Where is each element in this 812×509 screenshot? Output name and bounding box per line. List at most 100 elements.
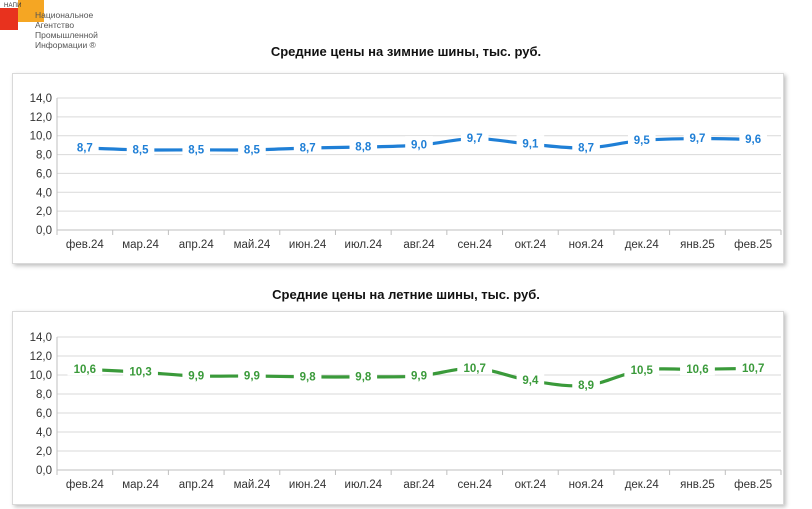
winter-x-tick-label: июл.24 bbox=[345, 239, 383, 251]
summer-y-tick-label: 12,0 bbox=[30, 351, 52, 363]
summer-data-label-bg bbox=[680, 360, 715, 376]
winter-data-label: 8,7 bbox=[578, 142, 594, 154]
winter-y-tick-label: 10,0 bbox=[30, 131, 52, 143]
logo-name-line: Национальное bbox=[35, 10, 94, 20]
logo-name: Национальное Агентство Промышленной Инфо… bbox=[35, 10, 98, 50]
logo-red-square bbox=[0, 8, 18, 30]
summer-x-tick-label: ноя.24 bbox=[569, 479, 605, 491]
winter-y-tick-label: 6,0 bbox=[36, 168, 52, 180]
winter-data-label: 8,8 bbox=[355, 142, 372, 154]
summer-x-tick-label: фев.24 bbox=[66, 479, 105, 491]
summer-y-tick-label: 8,0 bbox=[36, 389, 52, 401]
winter-data-label: 8,5 bbox=[244, 144, 261, 156]
summer-data-label: 10,3 bbox=[129, 367, 151, 379]
winter-x-tick-label: ноя.24 bbox=[569, 239, 605, 251]
winter-data-label-bg bbox=[627, 131, 656, 147]
winter-data-label: 8,5 bbox=[188, 144, 205, 156]
winter-x-tick-label: дек.24 bbox=[625, 239, 660, 251]
winter-data-label: 9,1 bbox=[522, 139, 539, 151]
winter-x-tick-label: июн.24 bbox=[289, 239, 327, 251]
winter-y-tick-label: 4,0 bbox=[36, 187, 52, 199]
winter-data-label-bg bbox=[238, 140, 266, 156]
summer-chart-title: Средние цены на летние шины, тыс. руб. bbox=[272, 287, 540, 302]
summer-x-tick-label: май.24 bbox=[234, 479, 271, 491]
winter-price-chart: 0,0 2,0 4,0 6,0 8,0 10,0 12,0 14,0 фев.24 мар.24 а… bbox=[30, 93, 782, 251]
winter-data-label: 8,5 bbox=[133, 144, 150, 156]
summer-data-label-bg bbox=[405, 366, 433, 382]
winter-data-label: 9,7 bbox=[467, 133, 483, 145]
winter-y-tick-label: 8,0 bbox=[36, 150, 52, 162]
winter-x-tick-label: янв.25 bbox=[680, 239, 715, 251]
summer-x-tick-label: янв.25 bbox=[680, 479, 715, 491]
winter-y-tick-label: 2,0 bbox=[36, 206, 52, 218]
summer-y-tick-label: 2,0 bbox=[36, 446, 52, 458]
summer-x-tick-label: окт.24 bbox=[515, 479, 547, 491]
summer-chart-panel: 0,0 2,0 4,0 6,0 8,0 10,0 12,0 14,0 фев.24 мар.24 а… bbox=[12, 311, 784, 505]
winter-data-label-bg bbox=[349, 138, 378, 154]
winter-x-tick-label: май.24 bbox=[234, 239, 271, 251]
summer-x-tick-label: сен.24 bbox=[457, 479, 492, 491]
summer-data-label-bg bbox=[624, 361, 660, 377]
summer-y-tick-label: 0,0 bbox=[36, 465, 52, 477]
summer-x-tick-label: июл.24 bbox=[345, 479, 383, 491]
summer-data-label: 10,7 bbox=[742, 363, 764, 375]
summer-data-label-bg bbox=[735, 359, 771, 375]
summer-y-tick-label: 10,0 bbox=[30, 370, 52, 382]
winter-x-tick-label: фев.25 bbox=[734, 239, 772, 251]
summer-data-label-bg bbox=[293, 367, 322, 383]
summer-y-tick-label: 14,0 bbox=[30, 332, 52, 344]
summer-data-label-bg bbox=[349, 367, 378, 383]
summer-x-tick-label: дек.24 bbox=[625, 479, 660, 491]
winter-data-label-bg bbox=[739, 130, 767, 146]
winter-data-label-bg bbox=[71, 138, 99, 154]
winter-data-label-bg bbox=[683, 129, 712, 145]
summer-data-label: 9,4 bbox=[522, 375, 539, 387]
logo-abbr: НАПИ bbox=[4, 3, 22, 9]
winter-data-label: 9,6 bbox=[745, 134, 761, 146]
summer-data-label: 9,8 bbox=[300, 371, 317, 383]
logo-name-line: Агентство bbox=[35, 20, 75, 30]
winter-x-tick-label: фев.24 bbox=[66, 239, 105, 251]
summer-data-label-bg bbox=[238, 366, 266, 382]
winter-data-label-bg bbox=[126, 140, 155, 156]
winter-x-tick-label: мар.24 bbox=[122, 239, 159, 251]
winter-data-label-bg bbox=[293, 138, 322, 154]
winter-data-label-bg bbox=[182, 140, 211, 156]
winter-x-tick-label: апр.24 bbox=[179, 239, 215, 251]
summer-y-tick-label: 6,0 bbox=[36, 408, 52, 420]
winter-x-tick-label: окт.24 bbox=[515, 239, 547, 251]
napi-logo: НАПИ Национальное Агентство Промышленной… bbox=[0, 0, 120, 56]
winter-data-label-bg bbox=[460, 129, 489, 145]
winter-data-label: 9,0 bbox=[411, 140, 427, 152]
winter-data-label: 8,7 bbox=[77, 142, 93, 154]
summer-data-label-bg bbox=[457, 359, 493, 375]
summer-data-label: 10,7 bbox=[463, 363, 485, 375]
summer-data-label-bg bbox=[572, 376, 600, 392]
winter-data-label-bg bbox=[405, 136, 433, 152]
summer-data-label-bg bbox=[123, 363, 158, 379]
summer-data-label: 8,9 bbox=[578, 380, 594, 392]
summer-data-label: 10,5 bbox=[631, 365, 654, 377]
summer-x-tick-label: фев.25 bbox=[734, 479, 772, 491]
summer-data-label: 9,9 bbox=[411, 370, 427, 382]
summer-data-label: 9,8 bbox=[355, 371, 372, 383]
logo-name-line: Информации ® bbox=[35, 40, 96, 50]
summer-y-tick-label: 4,0 bbox=[36, 427, 52, 439]
summer-data-label: 10,6 bbox=[686, 364, 708, 376]
winter-data-label: 9,7 bbox=[689, 133, 705, 145]
summer-x-tick-label: апр.24 bbox=[179, 479, 215, 491]
summer-data-label: 9,9 bbox=[244, 370, 260, 382]
summer-x-tick-label: июн.24 bbox=[289, 479, 327, 491]
summer-price-chart: 0,0 2,0 4,0 6,0 8,0 10,0 12,0 14,0 фев.24 мар.24 а… bbox=[30, 332, 782, 491]
summer-data-label: 9,9 bbox=[188, 370, 204, 382]
winter-data-label-bg bbox=[572, 138, 600, 154]
summer-x-tick-label: авг.24 bbox=[403, 479, 435, 491]
winter-chart-panel: 0,0 2,0 4,0 6,0 8,0 10,0 12,0 14,0 фев.24 мар.24 а… bbox=[12, 73, 784, 264]
summer-data-label: 10,6 bbox=[74, 364, 96, 376]
winter-x-tick-label: авг.24 bbox=[403, 239, 435, 251]
winter-y-tick-label: 0,0 bbox=[36, 225, 52, 237]
winter-x-tick-label: сен.24 bbox=[457, 239, 492, 251]
logo-orange-square bbox=[18, 0, 44, 22]
winter-data-label-bg bbox=[516, 135, 545, 151]
summer-data-label-bg bbox=[67, 360, 103, 376]
